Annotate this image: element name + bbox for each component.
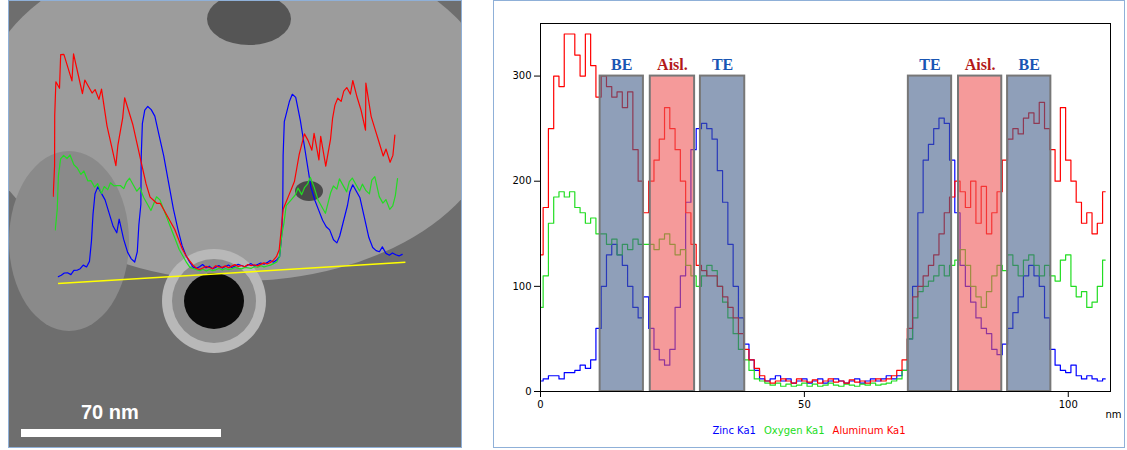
- svg-text:BE: BE: [1019, 56, 1040, 73]
- svg-text:70 nm: 70 nm: [81, 401, 139, 423]
- svg-text:100: 100: [1059, 399, 1078, 410]
- svg-text:TE: TE: [919, 56, 940, 73]
- svg-text:Aisl.: Aisl.: [657, 56, 688, 73]
- svg-text:TE: TE: [712, 56, 733, 73]
- svg-text:0: 0: [525, 386, 531, 397]
- svg-text:nm: nm: [1105, 409, 1121, 420]
- svg-text:50: 50: [798, 399, 811, 410]
- html-text:Zinc Ka1: Zinc Ka1: [712, 425, 756, 436]
- svg-text:200: 200: [512, 175, 531, 186]
- html-text:Oxygen Ka1: Oxygen Ka1: [764, 425, 825, 436]
- svg-text:300: 300: [512, 70, 531, 81]
- svg-text:0: 0: [537, 399, 543, 410]
- svg-text:Aisl.: Aisl.: [965, 56, 996, 73]
- html-text:Aluminum Ka1: Aluminum Ka1: [832, 425, 906, 436]
- svg-text:100: 100: [512, 281, 531, 292]
- svg-text:BE: BE: [611, 56, 632, 73]
